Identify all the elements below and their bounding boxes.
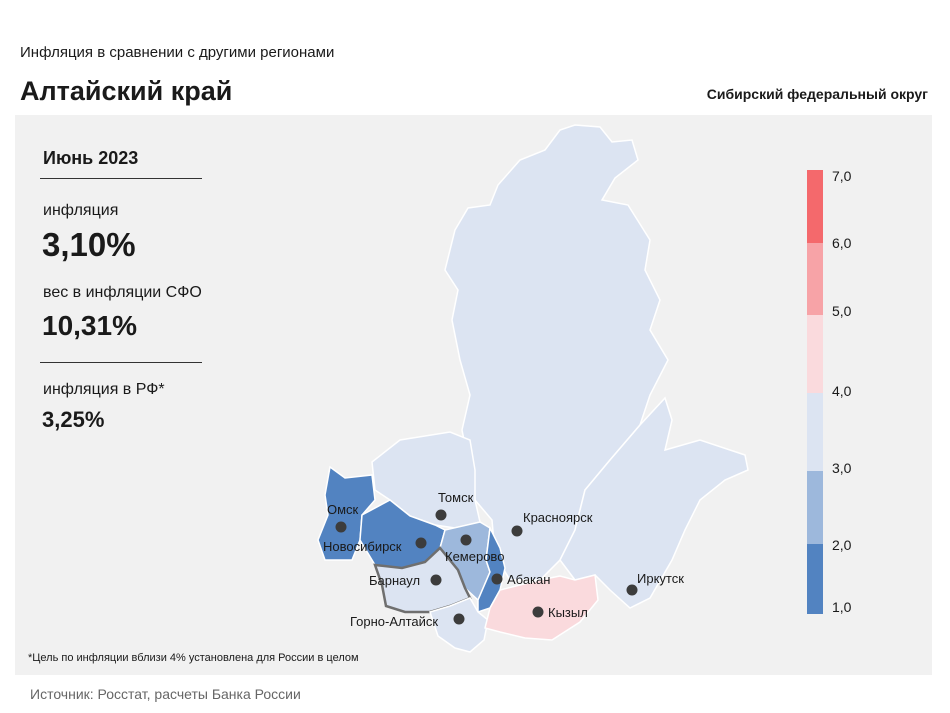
city-marker-krasnoyarsk: [511, 525, 523, 537]
weight-label: вес в инфляции СФО: [43, 284, 202, 301]
legend-tick-5: 5,0: [832, 303, 852, 319]
divider-bottom: [40, 362, 202, 363]
city-marker-omsk: [335, 521, 347, 533]
inflation-label: инфляция: [43, 202, 119, 219]
city-marker-irkutsk: [626, 584, 638, 596]
legend-band-3-4: [807, 393, 823, 471]
weight-value: 10,31%: [42, 310, 137, 341]
city-label-kyzyl: Кызыл: [548, 605, 588, 620]
legend-tick-1: 1,0: [832, 599, 852, 615]
rf-inflation-value: 3,25%: [42, 407, 105, 432]
city-label-omsk: Омск: [327, 502, 359, 517]
legend-band-6-7: [807, 170, 823, 243]
divider-top: [40, 178, 202, 179]
city-label-krasnoyarsk: Красноярск: [523, 510, 593, 525]
city-marker-kyzyl: [532, 606, 544, 618]
city-label-irkutsk: Иркутск: [637, 571, 684, 586]
legend-tick-3: 3,0: [832, 460, 852, 476]
legend-band-4-5: [807, 315, 823, 393]
district-label: Сибирский федеральный округ: [706, 86, 928, 102]
footnote: *Цель по инфляции вблизи 4% установлена …: [28, 652, 359, 664]
city-label-kemerovo: Кемерово: [445, 549, 504, 564]
legend-tick-2: 2,0: [832, 537, 852, 553]
legend-tick-7: 7,0: [832, 168, 852, 184]
legend-band-5-6: [807, 243, 823, 315]
chart-subtitle: Инфляция в сравнении с другими регионами: [20, 44, 335, 61]
city-label-tomsk: Томск: [438, 490, 474, 505]
city-label-abakan: Абакан: [507, 572, 550, 587]
region-irkutsk: [559, 396, 749, 609]
city-label-barnaul: Барнаул: [369, 573, 420, 588]
source-note: Источник: Росстат, расчеты Банка России: [30, 686, 301, 702]
city-label-gorno-altaysk: Горно-Алтайск: [350, 614, 438, 629]
legend-band-2-3: [807, 471, 823, 544]
city-marker-tomsk: [435, 509, 447, 521]
city-marker-barnaul: [430, 574, 442, 586]
city-label-novosibirsk: Новосибирск: [323, 539, 402, 554]
region-khakassia: [477, 525, 506, 614]
city-marker-abakan: [491, 573, 503, 585]
region-omsk: [317, 465, 376, 561]
period-label: Июнь 2023: [43, 148, 139, 168]
legend-tick-6: 6,0: [832, 235, 852, 251]
city-marker-novosibirsk: [415, 537, 427, 549]
city-marker-kemerovo: [460, 534, 472, 546]
page-title: Алтайский край: [20, 76, 233, 106]
region-tuva: [484, 574, 599, 641]
legend-band-1-2: [807, 544, 823, 614]
rf-inflation-label: инфляция в РФ*: [43, 381, 165, 398]
city-marker-gorno-altaysk: [453, 613, 465, 625]
inflation-value: 3,10%: [42, 226, 136, 263]
legend-scale: 7,0 6,0 5,0 4,0 3,0 2,0 1,0: [807, 168, 852, 615]
legend-tick-4: 4,0: [832, 383, 852, 399]
region-altai-republic: [429, 597, 489, 653]
